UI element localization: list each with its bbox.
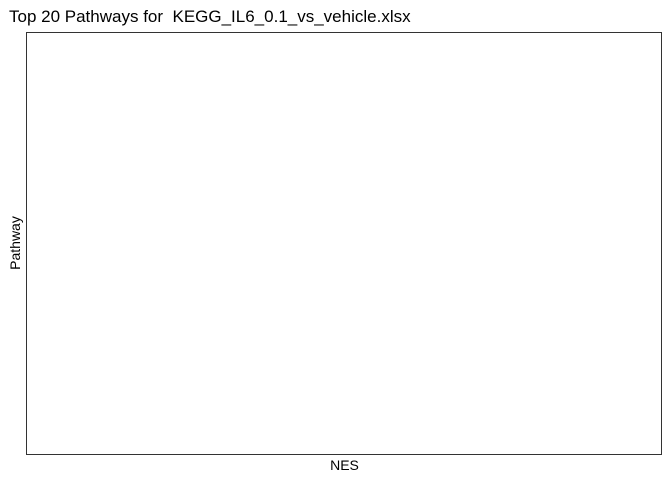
plot-area xyxy=(27,33,661,454)
chart-title: Top 20 Pathways for KEGG_IL6_0.1_vs_vehi… xyxy=(9,7,411,26)
x-axis-label: NES xyxy=(330,457,359,473)
plot-panel xyxy=(26,32,662,455)
y-axis-label: Pathway xyxy=(7,216,23,270)
